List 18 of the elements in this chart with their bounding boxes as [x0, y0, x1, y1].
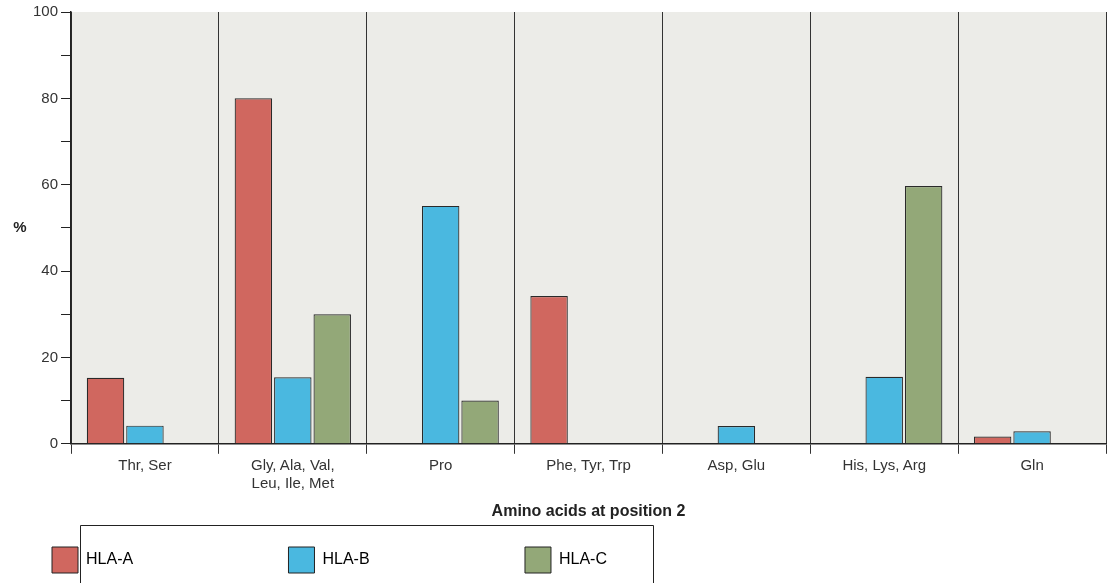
y-tick-label: 100: [33, 2, 59, 20]
y-tick-label: 0: [49, 433, 59, 451]
y-tick-label: 80: [41, 88, 59, 106]
legend-label: HLA-C: [558, 550, 741, 568]
y-tick-label: 40: [41, 261, 59, 279]
legend-label: HLA-A: [86, 550, 266, 568]
x-tick-label: Thr, Ser: [118, 455, 172, 473]
x-tick-label: His, Lys, Arg: [842, 455, 927, 473]
x-axis-title: Amino acids at position 2: [491, 501, 686, 519]
x-tick-label: Gly, Ala, Val, Leu, Ile, Met: [250, 455, 335, 491]
x-tick-label: Asp, Glu: [707, 455, 766, 473]
x-tick-label: Phe, Tyr, Trp: [546, 455, 631, 473]
y-tick-label: 60: [41, 174, 59, 192]
legend-label: HLA-B: [322, 550, 503, 568]
x-tick-label: Pro: [428, 455, 453, 473]
y-tick-label: 20: [41, 347, 59, 365]
x-tick-label: Gln: [1020, 455, 1044, 473]
y-axis-title: %: [13, 218, 27, 236]
